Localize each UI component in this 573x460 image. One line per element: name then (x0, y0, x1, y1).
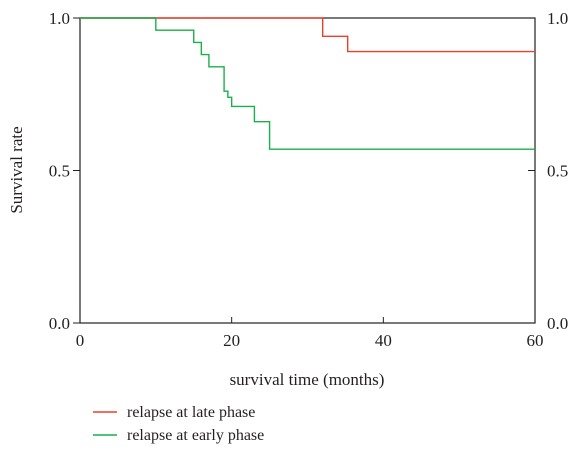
y-tick-label: 0.0 (49, 314, 70, 333)
right-y-tick-label: 0.5 (547, 162, 568, 181)
plot-area (79, 17, 536, 324)
right-y-tick-label: 1.0 (547, 9, 568, 28)
series-layer (80, 17, 535, 150)
y-axis-title: Survival rate (7, 126, 26, 213)
x-tick-label: 20 (223, 331, 240, 350)
legend-label: relapse at late phase (127, 404, 255, 421)
y-tick-label: 1.0 (49, 9, 70, 28)
plot-frame (79, 17, 536, 324)
legend-label: relapse at early phase (127, 427, 264, 444)
y-tick-label: 0.5 (49, 162, 70, 181)
x-tick-label: 0 (76, 331, 85, 350)
right-y-tick-label: 0.0 (547, 314, 568, 333)
legend: relapse at late phase relapse at early ph… (93, 404, 264, 444)
x-tick-label: 60 (527, 331, 544, 350)
x-tick-label: 40 (375, 331, 392, 350)
series-line-1 (80, 17, 535, 53)
ticks-layer: 0 20 40 600.0 0.00.5 0.51.0 1.0 (49, 9, 569, 350)
x-axis-title: survival time (months) (230, 370, 385, 389)
series-line-2 (80, 17, 535, 150)
